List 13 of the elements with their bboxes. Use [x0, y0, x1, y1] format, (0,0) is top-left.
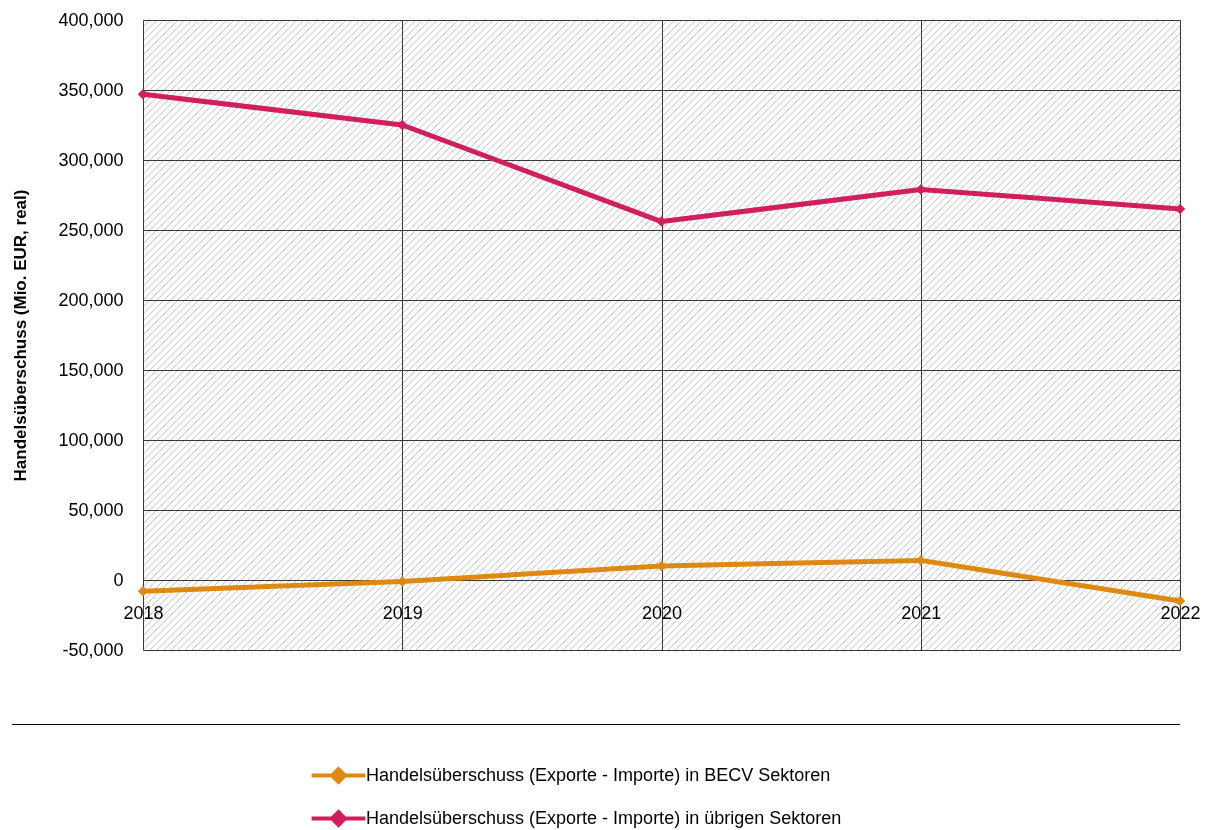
y-tick-label: 350,000 [58, 79, 124, 100]
y-tick-label: 400,000 [58, 9, 124, 30]
y-tick-label: 200,000 [58, 289, 124, 310]
y-tick-label: 250,000 [58, 219, 124, 240]
legend-label: Handelsüberschuss (Exporte - Importe) in BECV Sektoren [366, 764, 831, 785]
legend-label: Handelsüberschuss (Exporte - Importe) in übrigen Sektoren [366, 807, 842, 828]
y-tick-label: 0 [113, 569, 124, 590]
y-tick-label: 100,000 [58, 429, 124, 450]
y-tick-label: 50,000 [68, 499, 124, 520]
y-tick-label: -50,000 [62, 639, 124, 660]
y-tick-label: 150,000 [58, 359, 124, 380]
y-axis-title: Handelsüberschuss (Mio. EUR, real) [11, 189, 31, 482]
y-tick-label: 300,000 [58, 149, 124, 170]
